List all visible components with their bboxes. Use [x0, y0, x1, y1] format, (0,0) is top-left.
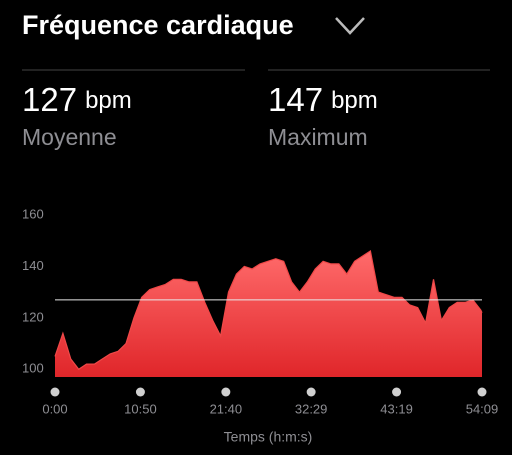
x-tick-label: 0:00 [42, 401, 67, 416]
x-tick-dot [306, 387, 316, 397]
stat-number: 147 [268, 81, 323, 118]
y-tick-label: 160 [22, 206, 44, 221]
stat-value: 127 bpm [22, 81, 132, 118]
stat-number: 127 [22, 81, 77, 118]
x-tick-dot [221, 387, 231, 397]
stat-value: 147 bpm [268, 81, 378, 118]
x-tick-label: 21:40 [210, 401, 243, 416]
area-line [54, 250, 483, 371]
x-tick-label: 10:50 [124, 401, 157, 416]
x-tick-dot [392, 387, 402, 397]
stat-unit: bpm [331, 87, 378, 114]
x-tick-label: 54:09 [466, 401, 499, 416]
stat-label: Moyenne [22, 124, 117, 150]
chevron[interactable] [335, 17, 365, 35]
stat-label: Maximum [268, 124, 368, 150]
area-fill [55, 251, 482, 377]
y-tick-label: 140 [22, 258, 44, 273]
x-tick-dot [135, 387, 145, 397]
x-tick-dot [477, 387, 487, 397]
stat-unit: bpm [85, 87, 132, 114]
y-tick-label: 100 [22, 361, 44, 376]
x-tick-dot [50, 387, 60, 397]
title: Fréquence cardiaque [22, 10, 294, 40]
x-axis-title: Temps (h:m:s) [224, 429, 313, 445]
x-tick-label: 43:19 [380, 401, 413, 416]
y-tick-label: 120 [22, 309, 44, 324]
x-tick-label: 32:29 [295, 401, 328, 416]
